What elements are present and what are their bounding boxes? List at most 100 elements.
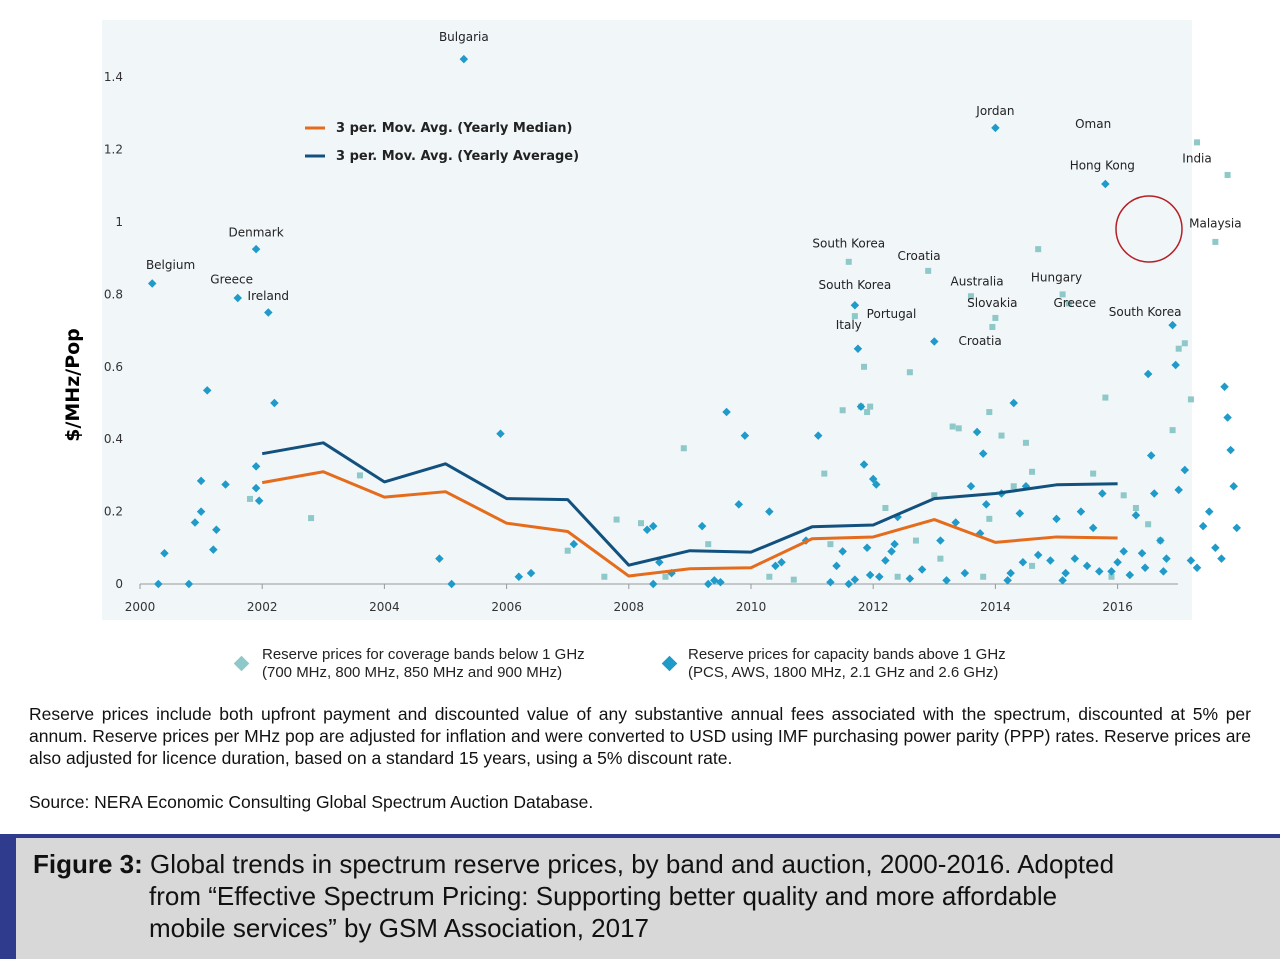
coverage-point [931, 492, 938, 499]
capacity-point [1033, 550, 1043, 560]
capacity-point [1125, 570, 1135, 580]
coverage-point [680, 445, 687, 452]
median-legend-label: 3 per. Mov. Avg. (Yearly Median) [336, 121, 572, 136]
capacity-point [765, 507, 774, 516]
capacity-point [212, 525, 221, 534]
axes: 2000 2002 2004 2006 2008 2010 2012 2014 2016 0 0.2… [104, 70, 1178, 614]
capacity-point [1229, 482, 1238, 491]
capacity-point [1232, 523, 1241, 533]
capacity-point [1101, 179, 1110, 189]
capacity-point [966, 482, 976, 491]
capacity-point [1150, 489, 1159, 498]
source-line: Source: NERA Economic Consulting Global … [29, 792, 594, 812]
x-tick-label: 2016 [1102, 600, 1133, 614]
capacity-point [1107, 567, 1116, 576]
capacity-point [777, 558, 786, 567]
capacity-point [865, 570, 875, 580]
coverage-point [827, 541, 834, 548]
capacity-point [1211, 543, 1220, 553]
point-annotation: India [1182, 151, 1211, 165]
point-annotation: Bulgaria [439, 30, 489, 44]
y-tick-label: 1.4 [104, 70, 123, 84]
y-tick-label: 0.8 [104, 287, 123, 301]
capacity-point [890, 539, 899, 549]
capacity-point [514, 572, 524, 582]
coverage-point [986, 409, 993, 416]
coverage-point [1059, 291, 1066, 298]
x-tick-label: 2008 [614, 600, 645, 614]
capacity-point [1168, 320, 1177, 330]
coverage-point [1029, 468, 1036, 475]
caption-line3: mobile services” by GSM Association, 201… [149, 913, 649, 943]
capacity-point [1082, 561, 1092, 571]
caption-line2: from “Effective Spectrum Pricing: Suppor… [149, 881, 1058, 911]
capacity-point [526, 568, 536, 578]
y-tick-label: 1.2 [104, 143, 123, 157]
capacity-point [875, 572, 884, 582]
capacity-point [740, 431, 750, 440]
capacity-point [147, 279, 157, 288]
y-tick-label: 1 [115, 215, 123, 229]
capacity-point [856, 402, 866, 411]
notes-paragraph: Reserve prices include both upfront paym… [29, 704, 1251, 768]
capacity-point [648, 521, 658, 531]
capacity-point [1113, 558, 1122, 567]
capacity-point [196, 476, 206, 486]
capacity-point [710, 576, 719, 585]
coverage-point [925, 267, 932, 274]
capacity-point [942, 576, 951, 585]
capacity-point [1009, 398, 1018, 408]
capacity-point [862, 543, 872, 553]
coverage-point [1175, 345, 1182, 352]
coverage-point [308, 515, 315, 522]
capacity-point [1046, 556, 1055, 565]
capacity-point [1095, 567, 1104, 576]
capacity-point [850, 301, 860, 310]
capacity-point [951, 518, 960, 527]
capacity-point [930, 337, 939, 346]
capacity-point [251, 244, 261, 254]
coverage-point [906, 369, 913, 376]
x-tick-label: 2004 [369, 600, 400, 614]
capacity-point [1003, 576, 1012, 585]
capacity-point [233, 293, 243, 303]
coverage-point [821, 470, 828, 477]
capacity-point [1061, 568, 1070, 578]
coverage-legend-line2: (700 MHz, 800 MHz, 850 MHz and 900 MHz) [262, 664, 563, 681]
coverage-point [662, 573, 669, 580]
point-annotation: Ireland [248, 289, 290, 303]
capacity-point [1159, 567, 1168, 576]
point-annotation: Hungary [1031, 271, 1082, 285]
coverage-point [845, 258, 852, 265]
coverage-point [1132, 504, 1139, 511]
capacity-point [254, 496, 264, 505]
capacity-point [734, 500, 744, 509]
capacity-point [160, 548, 169, 558]
capacity-point [887, 547, 896, 556]
capacity-point [972, 427, 982, 437]
caption-accent-bar [0, 834, 16, 959]
coverage-point [1108, 573, 1115, 580]
capacity-point [154, 579, 163, 589]
coverage-point [1212, 238, 1219, 245]
figure-caption: Figure 3: Global trends in spectrum rese… [33, 848, 1253, 944]
capacity-point [1137, 548, 1147, 558]
chart-legend: 3 per. Mov. Avg. (Yearly Median) 3 per. … [305, 121, 579, 164]
point-annotation: Greece [210, 273, 253, 287]
capacity-point [1058, 576, 1067, 585]
trend-lines [261, 441, 1118, 578]
capacity-point [190, 518, 200, 527]
coverage-point [894, 573, 901, 580]
coverage-point [967, 293, 974, 300]
capacity-point [1015, 509, 1025, 518]
capacity-point [771, 561, 780, 571]
capacity-point [251, 462, 261, 471]
capacity-point [459, 54, 469, 64]
capacity-point [844, 579, 854, 589]
capacity-point [960, 568, 970, 578]
capacity-point [881, 556, 890, 565]
y-tick-label: 0.4 [104, 432, 123, 446]
caption-box [0, 834, 1280, 959]
coverage-point [1187, 396, 1194, 403]
capacity-point [703, 579, 713, 589]
